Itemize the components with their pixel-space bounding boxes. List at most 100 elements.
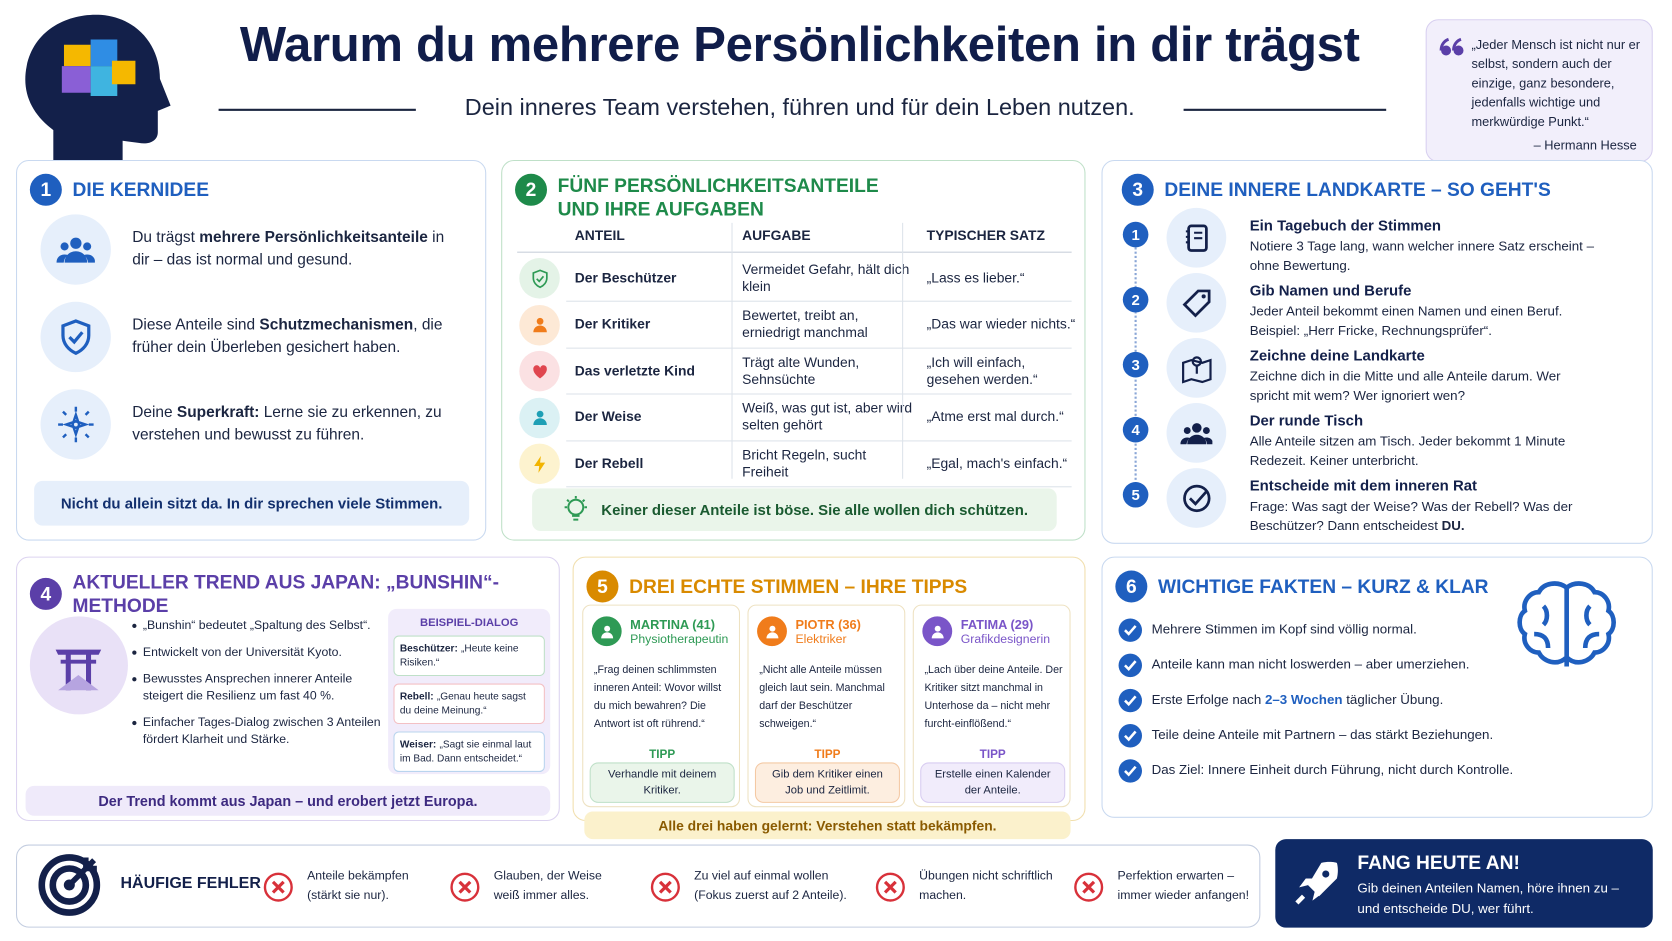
table-cell: Vermeidet Gefahr, hält dich klein <box>742 260 910 294</box>
section-number: 1 <box>29 173 62 206</box>
icon <box>57 406 94 443</box>
tip: Gib dem Kritiker einen Job und Zeitlimit… <box>754 762 900 803</box>
voice-role: Elektriker <box>795 633 847 647</box>
bullet: Einfacher Tages-Dialog zwischen 3 Anteil… <box>132 714 383 748</box>
icon <box>1118 724 1143 748</box>
voice-name: FATIMA (29) <box>960 617 1034 633</box>
table-cell: Der Kritiker <box>574 315 651 332</box>
icon-shape <box>90 39 118 67</box>
section-header: 4 AKTUELLER TREND AUS JAPAN: „BUNSHIN“-ME… <box>29 570 559 617</box>
icon-shape <box>1186 224 1208 252</box>
row-line <box>566 393 1072 395</box>
x-icon <box>262 871 294 903</box>
icon-shape <box>536 318 543 325</box>
section-header: 5 DREI ECHTE STIMMEN – IHRE TIPPS <box>586 570 968 603</box>
text: Lerne sie zu erkennen, zu verstehen und … <box>132 404 442 444</box>
quote-text: „Jeder Mensch ist nicht nur er selbst, s… <box>1471 37 1641 130</box>
shield-icon <box>519 258 560 299</box>
tag-icon <box>1166 272 1227 333</box>
item-text: Diese Anteile sind Schutzmechanismen, di… <box>132 315 452 360</box>
icon-shape <box>1182 289 1211 318</box>
bullet-dot <box>132 650 137 655</box>
icon-shape <box>62 410 90 438</box>
mistake: Anteile bekämpfen (stärkt sie nur). <box>307 870 409 903</box>
dialog-title: BEISPIEL-DIALOG <box>420 616 519 630</box>
icon-shape <box>68 331 84 345</box>
mistake: Zu viel auf einmal wollen (Fokus zuerst … <box>694 870 847 903</box>
section-title: FÜNF PERSÖNLICHKEITSANTEILE UND IHRE AUF… <box>557 174 879 220</box>
icon <box>25 14 171 160</box>
dialog-text: „Sagt sie einmal laut im Bad. Dann entsc… <box>399 738 532 765</box>
text: täglicher Übung. <box>1342 692 1444 707</box>
dialog-text: „Heute keine Risiken.“ <box>399 642 519 669</box>
step-title: Ein Tagebuch der Stimmen <box>1249 216 1442 234</box>
section-mistakes: HÄUFIGE FEHLER Anteile bekämpfen (stärkt … <box>15 844 1261 928</box>
icon-shape <box>1441 45 1452 56</box>
head-icon <box>21 13 171 160</box>
text: in dir – das ist normal und gesund. <box>132 229 445 269</box>
icon-shape <box>567 498 585 516</box>
section-voices: 5 DREI ECHTE STIMMEN – IHRE TIPPS MARTINA … <box>572 556 1086 840</box>
mistake: Glauben, der Weise weiß immer alles. <box>493 870 602 903</box>
bullets: „Bunshin“ bedeutet „Spaltung des Selbst“… <box>132 617 383 758</box>
col-line <box>902 222 904 479</box>
section-number: 6 <box>1115 570 1148 603</box>
text: Du trägst <box>132 229 200 247</box>
icon <box>1179 422 1213 444</box>
icon <box>1118 759 1143 783</box>
step-title: Zeichne deine Landkarte <box>1249 346 1425 364</box>
icon-shape <box>1439 37 1450 51</box>
icon <box>1295 861 1338 905</box>
icon-shape <box>1307 861 1338 897</box>
person-icon <box>591 616 622 647</box>
icon-shape <box>1299 878 1322 901</box>
note: Alle drei haben gelernt: Verstehen statt… <box>584 811 1071 840</box>
section-parts: 2 FÜNF PERSÖNLICHKEITSANTEILE UND IHRE AU… <box>501 159 1086 541</box>
column-header: AUFGABE <box>742 227 811 244</box>
section-title: DREI ECHTE STIMMEN – IHRE TIPPS <box>629 575 968 598</box>
target-icon <box>36 852 102 918</box>
icon <box>38 854 101 916</box>
icon-shape <box>1179 437 1213 444</box>
icon-shape <box>603 625 610 632</box>
icon-shape <box>56 650 102 691</box>
icon-shape <box>875 872 905 902</box>
table-cell: „Atme erst mal durch.“ <box>926 408 1064 425</box>
icon-shape <box>1185 229 1202 243</box>
icon <box>1074 872 1104 902</box>
section-number: 2 <box>515 173 548 206</box>
text: Anteile kann man nicht loswerden – aber … <box>1151 656 1470 672</box>
row-line <box>566 347 1072 349</box>
section-header: 1 DIE KERNIDEE <box>29 173 209 206</box>
person-icon <box>519 304 560 346</box>
bullet: Bewusstes Ansprechen innerer Anteile ste… <box>132 671 383 705</box>
step-text: Jeder Anteil bekommt einen Namen und ein… <box>1250 302 1602 340</box>
icon-shape <box>67 857 97 887</box>
table-cell: Der Beschützer <box>574 269 677 286</box>
fact: Das Ziel: Innere Einheit durch Führung, … <box>1152 762 1514 777</box>
section-title: DEINE INNERE LANDKARTE – SO GEHT'S <box>1164 179 1551 201</box>
icon <box>1118 688 1143 713</box>
icon <box>600 625 613 638</box>
rocket-icon <box>1290 856 1343 909</box>
icon-shape <box>658 880 672 894</box>
note: Der Trend kommt aus Japan – und erobert … <box>25 785 551 816</box>
voice-role: Physiotherapeutin <box>630 633 729 647</box>
text: , die früher dein Überleben gesichert ha… <box>132 316 443 357</box>
fact: Teile deine Anteile mit Partnern – das s… <box>1152 727 1494 742</box>
icon-shape <box>458 880 472 894</box>
step-number: 5 <box>1122 481 1149 508</box>
subtitle: Dein inneres Team verstehen, führen und … <box>464 93 1135 121</box>
icon <box>48 634 110 696</box>
icon-shape <box>1202 426 1210 434</box>
dialog-box: BEISPIEL-DIALOG Beschützer: „Heute keine R… <box>388 608 551 775</box>
icon <box>532 364 547 379</box>
table-cell: „Ich will einfach, gesehen werden.“ <box>926 353 1038 387</box>
table-cell: „Das war wieder nichts.“ <box>926 315 1076 332</box>
step-number: 4 <box>1122 416 1149 443</box>
icon-shape <box>1074 872 1104 902</box>
voice-name: MARTINA (41) <box>630 617 716 633</box>
text: Notiere 3 Tage lang, wann welcher innere… <box>1249 238 1595 273</box>
people-icon <box>40 214 111 285</box>
